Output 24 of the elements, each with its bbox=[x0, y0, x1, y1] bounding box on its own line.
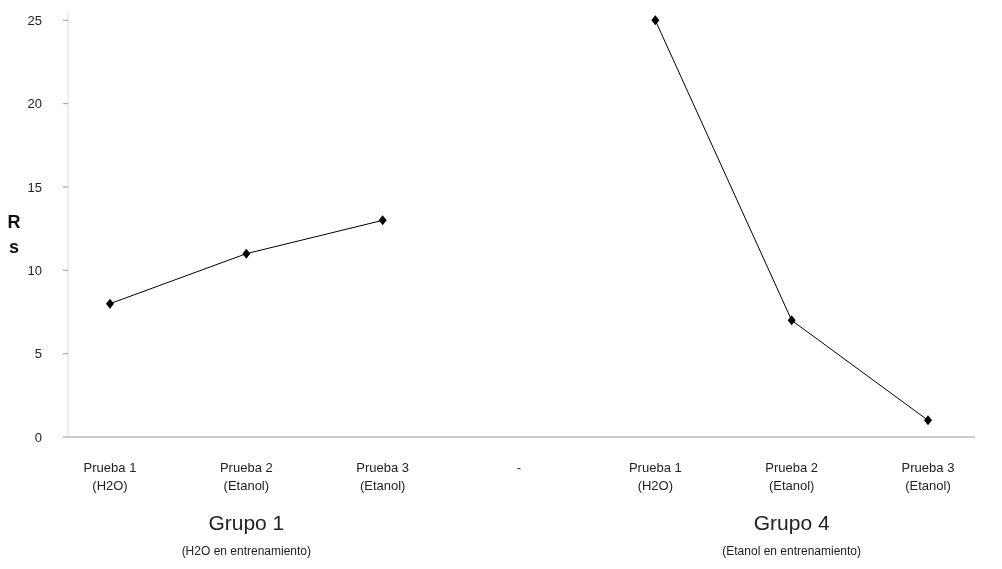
x-tick-label: - bbox=[516, 460, 522, 475]
y-tick-label: 5 bbox=[34, 346, 42, 362]
point bbox=[924, 415, 932, 426]
x-tick-label: Prueba 3 (Etanol) bbox=[901, 460, 955, 493]
y-tick-label: 15 bbox=[27, 179, 42, 195]
text: Grupo 4 bbox=[753, 511, 830, 534]
point bbox=[242, 248, 251, 259]
y-tick-label: 25 bbox=[27, 12, 42, 28]
x-tick-label: Prueba 3 (Etanol) bbox=[356, 460, 410, 493]
text: (H2O en entrenamiento) bbox=[181, 544, 312, 558]
x-tick-label: Prueba 1 (H2O) bbox=[83, 460, 137, 493]
y-tick-label: 20 bbox=[27, 96, 42, 112]
point bbox=[651, 15, 660, 26]
x-tick-label: Prueba 2 (Etanol) bbox=[219, 460, 273, 493]
y-tick-label: 10 bbox=[27, 262, 42, 278]
point bbox=[106, 298, 114, 309]
y-axis-title: Rs bbox=[7, 212, 21, 257]
y-tick-label: 0 bbox=[34, 429, 42, 445]
text: (Etanol en entrenamiento) bbox=[722, 544, 862, 558]
point bbox=[378, 215, 387, 226]
x-tick-label: Prueba 1 (H2O) bbox=[628, 460, 682, 493]
point bbox=[787, 315, 796, 326]
text: Grupo 1 bbox=[208, 511, 285, 534]
x-tick-label: Prueba 2 (Etanol) bbox=[765, 460, 819, 493]
